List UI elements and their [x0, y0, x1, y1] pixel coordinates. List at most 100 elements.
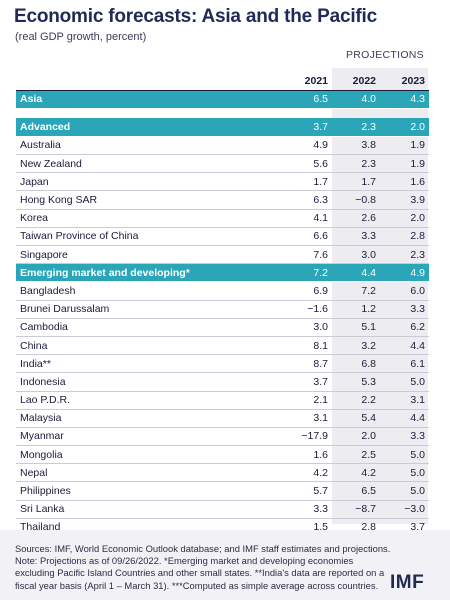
row-label: Philippines	[16, 481, 266, 501]
header-2023: 2023	[380, 72, 429, 91]
value-2022: 4.0	[332, 90, 380, 109]
value-2021: 5.6	[266, 154, 332, 174]
value-2023: −3.0	[380, 500, 429, 519]
table-row: Bangladesh 6.9 7.2 6.0	[16, 281, 429, 301]
value-2021: −1.6	[266, 300, 332, 319]
value-2023: 4.9	[380, 263, 429, 283]
value-2021: 7.2	[266, 263, 332, 283]
value-2021: 1.7	[266, 172, 332, 192]
value-2023: 6.1	[380, 354, 429, 374]
table-row: Lao P.D.R. 2.1 2.2 3.1	[16, 391, 429, 410]
group-row: Asia 6.5 4.0 4.3	[16, 90, 429, 109]
value-2021: 6.5	[266, 90, 332, 109]
value-2021: 6.6	[266, 227, 332, 247]
value-2023: 4.4	[380, 336, 429, 356]
value-2021: 8.1	[266, 336, 332, 356]
header-2021: 2021	[266, 72, 332, 91]
spacer-row	[16, 108, 429, 118]
row-label: Cambodia	[16, 318, 266, 337]
row-label: Australia	[16, 136, 266, 156]
value-2023: 2.8	[380, 227, 429, 247]
row-label: Advanced	[16, 118, 266, 137]
value-2023: 3.3	[380, 300, 429, 319]
value-2023: 6.2	[380, 318, 429, 337]
value-2023: 2.0	[380, 209, 429, 228]
table-row: Philippines 5.7 6.5 5.0	[16, 481, 429, 501]
value-2022: 1.2	[332, 300, 380, 319]
value-2022: 3.2	[332, 336, 380, 356]
value-2022: 5.4	[332, 409, 380, 428]
row-label: Brunei Darussalam	[16, 300, 266, 319]
value-2022: −0.8	[332, 190, 380, 210]
value-2021: 3.7	[266, 118, 332, 137]
value-2022: 5.3	[332, 372, 380, 392]
value-2021: 3.7	[266, 372, 332, 392]
row-label: Korea	[16, 209, 266, 228]
value-2022: 2.6	[332, 209, 380, 228]
row-label: New Zealand	[16, 154, 266, 174]
row-label: Singapore	[16, 245, 266, 265]
table-row: Korea 4.1 2.6 2.0	[16, 209, 429, 228]
value-2022: 5.1	[332, 318, 380, 337]
row-label: Hong Kong SAR	[16, 190, 266, 210]
value-2021: −17.9	[266, 427, 332, 447]
table-row: Brunei Darussalam −1.6 1.2 3.3	[16, 300, 429, 319]
row-label: India**	[16, 354, 266, 374]
value-2021: 4.2	[266, 463, 332, 483]
imf-logo: IMF	[390, 572, 425, 593]
sources-note: Sources: IMF, World Economic Outlook dat…	[15, 543, 391, 554]
value-2021: 3.1	[266, 409, 332, 428]
value-2023: 2.3	[380, 245, 429, 265]
projections-label: PROJECTIONS	[346, 49, 424, 61]
value-2023: 1.9	[380, 154, 429, 174]
table-row: Nepal 4.2 4.2 5.0	[16, 463, 429, 483]
row-label: Indonesia	[16, 372, 266, 392]
value-2021: 4.1	[266, 209, 332, 228]
value-2022: 3.3	[332, 227, 380, 247]
value-2021: 2.1	[266, 391, 332, 410]
value-2021: 4.9	[266, 136, 332, 156]
value-2023: 4.4	[380, 409, 429, 428]
value-2023: 5.0	[380, 463, 429, 483]
table-header-row: 2021 2022 2023	[16, 72, 429, 91]
table-row: Japan 1.7 1.7 1.6	[16, 172, 429, 192]
row-label: Mongolia	[16, 445, 266, 465]
value-2023: 3.1	[380, 391, 429, 410]
row-label: Sri Lanka	[16, 500, 266, 519]
value-2023: 1.6	[380, 172, 429, 192]
row-label: Emerging market and developing*	[16, 263, 266, 283]
table-row: Taiwan Province of China 6.6 3.3 2.8	[16, 227, 429, 247]
row-label: Asia	[16, 90, 266, 109]
value-2022: 2.2	[332, 391, 380, 410]
table-row: Indonesia 3.7 5.3 5.0	[16, 372, 429, 392]
value-2022: 6.5	[332, 481, 380, 501]
table-row: Myanmar −17.9 2.0 3.3	[16, 427, 429, 447]
value-2022: 1.7	[332, 172, 380, 192]
value-2021: 6.9	[266, 281, 332, 301]
footnotes: Sources: IMF, World Economic Outlook dat…	[15, 543, 395, 592]
value-2023: 4.3	[380, 90, 429, 109]
table-row: New Zealand 5.6 2.3 1.9	[16, 154, 429, 174]
row-label: Myanmar	[16, 427, 266, 447]
table-row: Mongolia 1.6 2.5 5.0	[16, 445, 429, 465]
group-row: Advanced 3.7 2.3 2.0	[16, 118, 429, 137]
value-2023: 3.3	[380, 427, 429, 447]
value-2021: 8.7	[266, 354, 332, 374]
row-label: China	[16, 336, 266, 356]
row-label: Japan	[16, 172, 266, 192]
table-row: Cambodia 3.0 5.1 6.2	[16, 318, 429, 337]
value-2022: 2.0	[332, 427, 380, 447]
table-row: Singapore 7.6 3.0 2.3	[16, 245, 429, 265]
table-row: Hong Kong SAR 6.3 −0.8 3.9	[16, 190, 429, 210]
value-2023: 6.0	[380, 281, 429, 301]
table-row: Sri Lanka 3.3 −8.7 −3.0	[16, 500, 429, 519]
row-label: Taiwan Province of China	[16, 227, 266, 247]
value-2023: 5.0	[380, 481, 429, 501]
value-2023: 5.0	[380, 445, 429, 465]
value-2022: 7.2	[332, 281, 380, 301]
table-row: India** 8.7 6.8 6.1	[16, 354, 429, 374]
value-2021: 6.3	[266, 190, 332, 210]
header-2022: 2022	[332, 72, 380, 91]
value-2021: 3.0	[266, 318, 332, 337]
